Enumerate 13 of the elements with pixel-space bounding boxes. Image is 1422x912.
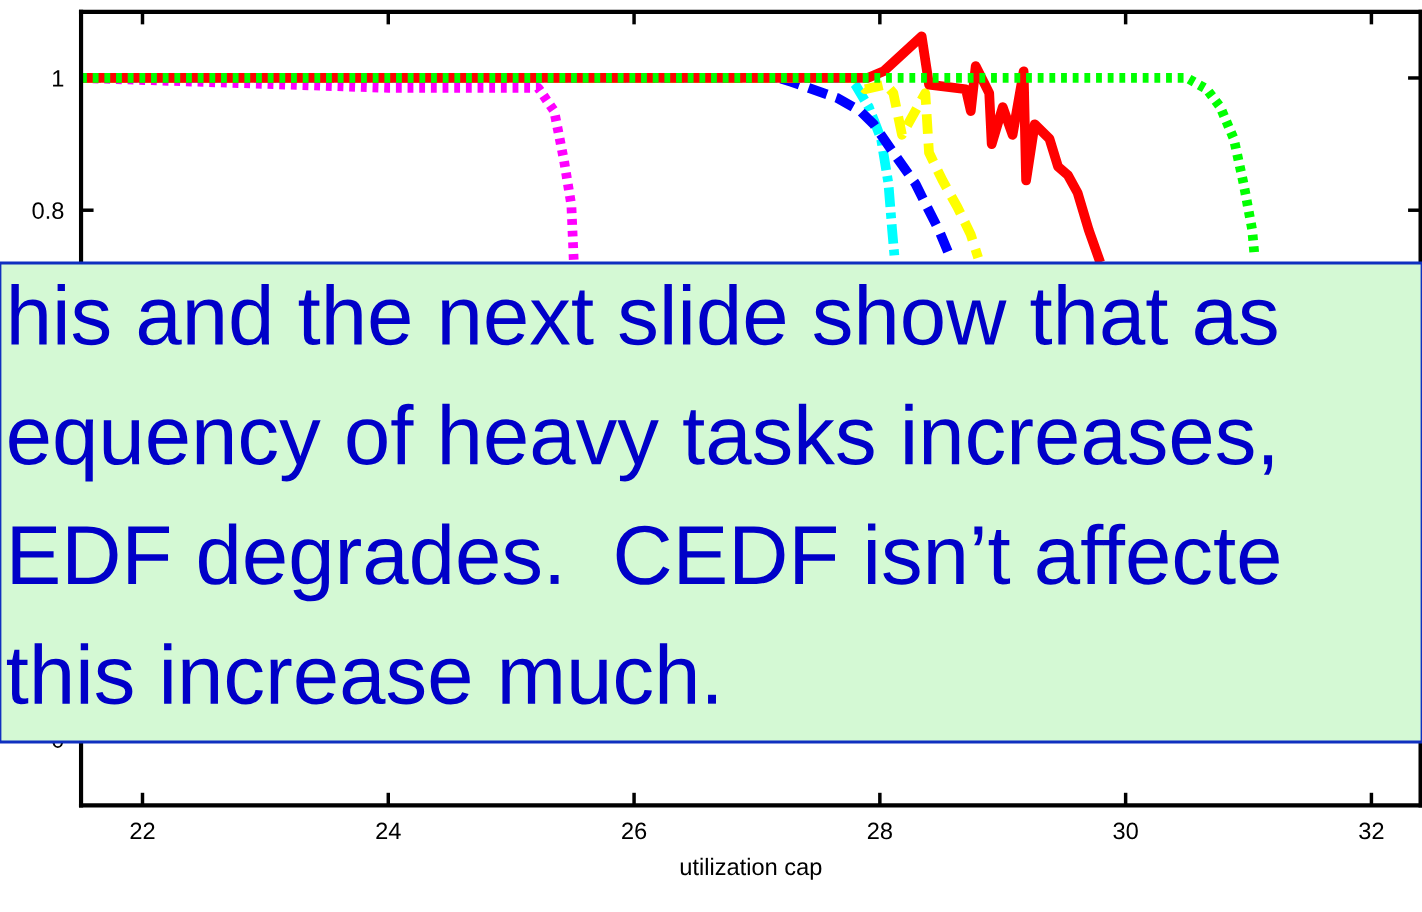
x-tick-label: 28 bbox=[867, 822, 892, 840]
x-axis-title: utilization cap bbox=[680, 857, 822, 880]
x-tick-label: 30 bbox=[1113, 822, 1138, 840]
x-tick-label: 22 bbox=[130, 822, 155, 840]
annotation: equency of heavy tasks increases, bbox=[9, 403, 1273, 482]
y-tick-label: 0.8 bbox=[32, 202, 64, 219]
x-tick-label: 24 bbox=[376, 822, 401, 840]
annotation: EDF degrades. CEDF isn’t affecte bbox=[12, 523, 1279, 602]
annotation: this increase much. bbox=[6, 643, 716, 705]
x-tick-label: 32 bbox=[1359, 822, 1384, 840]
y-tick-label: 1 bbox=[53, 70, 64, 87]
annotation: his and the next slide show that as bbox=[11, 284, 1277, 346]
x-tick-label: 26 bbox=[622, 822, 647, 840]
